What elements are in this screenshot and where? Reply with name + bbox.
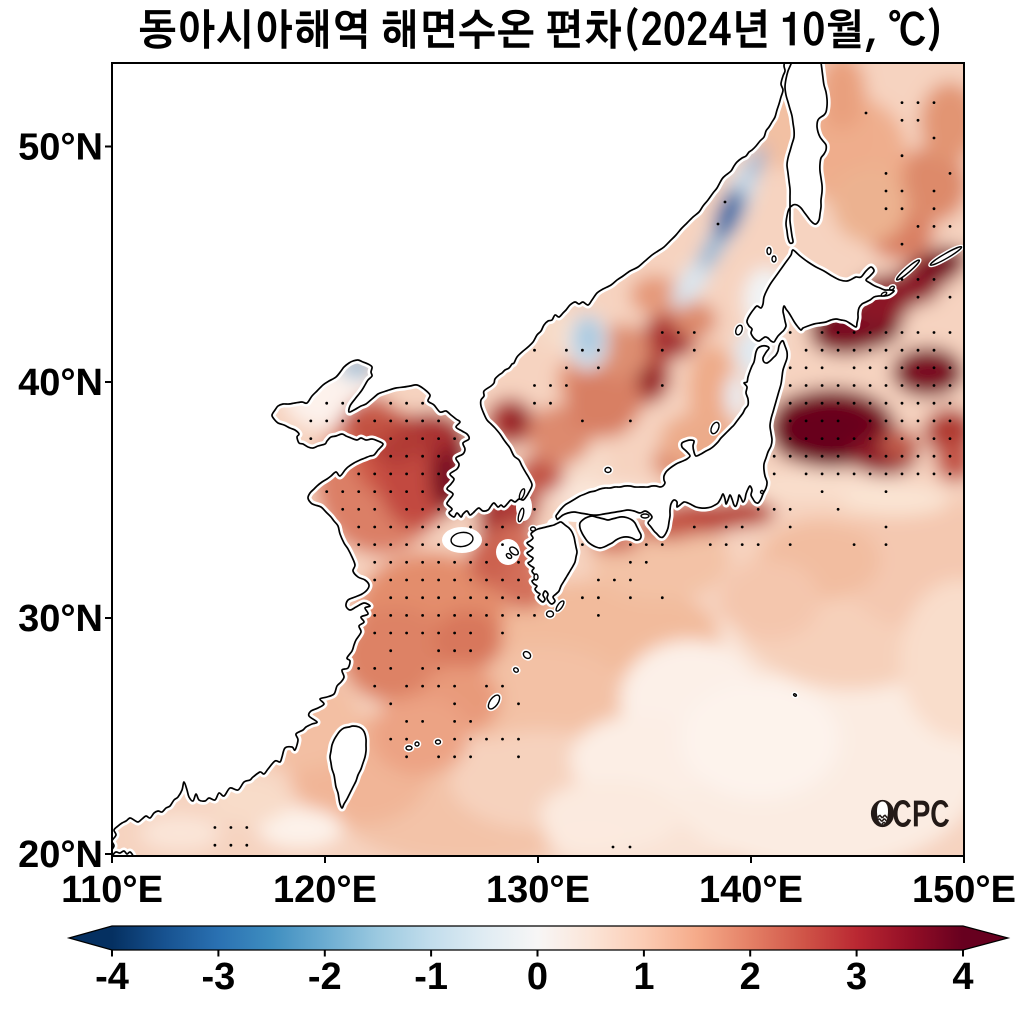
svg-text:-1: -1 xyxy=(414,956,448,998)
svg-text:110°E: 110°E xyxy=(61,869,163,911)
svg-text:140°E: 140°E xyxy=(699,869,803,911)
svg-text:1: 1 xyxy=(633,956,654,998)
svg-text:-3: -3 xyxy=(202,956,236,998)
svg-text:120°E: 120°E xyxy=(273,869,377,911)
svg-text:2: 2 xyxy=(740,956,761,998)
svg-text:20°N: 20°N xyxy=(18,834,103,876)
svg-text:4: 4 xyxy=(952,956,973,998)
svg-text:150°E: 150°E xyxy=(912,869,1016,911)
svg-text:3: 3 xyxy=(846,956,867,998)
svg-text:-2: -2 xyxy=(308,956,342,998)
svg-text:50°N: 50°N xyxy=(18,127,103,169)
svg-text:30°N: 30°N xyxy=(18,598,103,640)
svg-text:0: 0 xyxy=(527,956,548,998)
svg-text:40°N: 40°N xyxy=(18,362,103,404)
svg-text:130°E: 130°E xyxy=(486,869,590,911)
svg-text:-4: -4 xyxy=(95,956,129,998)
